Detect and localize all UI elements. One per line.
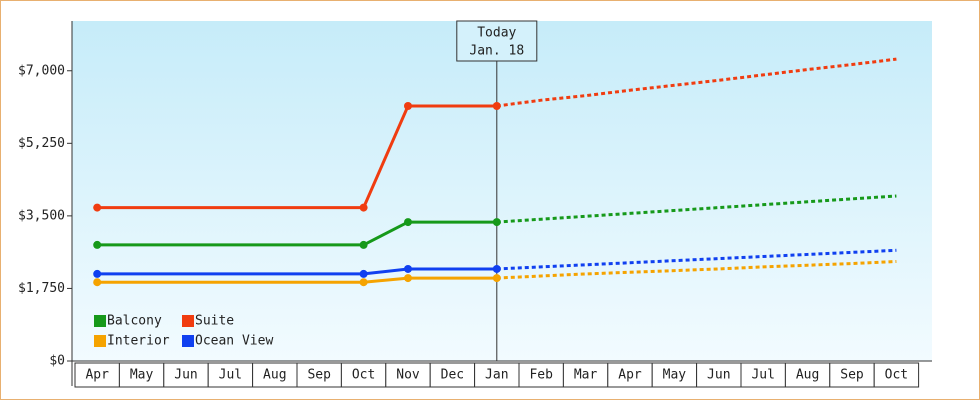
x-tick-label: Apr — [618, 368, 642, 383]
today-box — [456, 20, 538, 62]
y-tick-label: $3,500 — [18, 208, 65, 223]
legend-swatch — [94, 315, 106, 327]
price-point — [404, 264, 412, 273]
x-tick-label: Jul — [751, 368, 774, 383]
plot-area — [72, 21, 932, 361]
month-box — [429, 362, 476, 388]
month-box — [873, 362, 920, 388]
x-tick-label: Oct — [885, 368, 908, 383]
price-point — [93, 278, 102, 287]
x-tick-label: Jul — [219, 368, 242, 383]
price-line — [97, 104, 497, 210]
x-tick-label: Jun — [174, 368, 197, 383]
price-point — [359, 269, 368, 278]
price-point — [359, 240, 368, 249]
month-box — [118, 362, 165, 388]
today-label: Jan. 18 — [469, 44, 524, 59]
x-tick-label: Aug — [796, 368, 819, 383]
price-line — [97, 267, 497, 276]
price-point — [359, 203, 368, 212]
legend-label: Ocean View — [195, 334, 273, 349]
price-point — [93, 269, 102, 278]
legend-label: Balcony — [107, 314, 162, 329]
y-tick-label: $5,250 — [18, 136, 65, 151]
y-tick-label: $0 — [49, 354, 65, 369]
x-tick-label: Jun — [707, 368, 730, 383]
legend-swatch — [182, 335, 194, 347]
price-line — [97, 276, 497, 284]
today-label: Today — [477, 26, 516, 41]
x-tick-label: Sep — [840, 368, 864, 383]
price-point — [492, 102, 501, 110]
month-box — [784, 362, 831, 388]
x-tick-label: Dec — [441, 368, 464, 383]
price-point — [404, 218, 412, 227]
x-tick-label: May — [663, 368, 687, 383]
x-tick-label: Jan — [485, 368, 508, 383]
legend-swatch — [94, 335, 106, 347]
projection-line — [496, 248, 897, 271]
month-box — [607, 362, 653, 388]
month-box — [163, 362, 209, 388]
projection-line — [496, 259, 897, 280]
projection-line — [496, 194, 897, 224]
x-tick-label: Sep — [307, 368, 331, 383]
legend-label: Suite — [195, 314, 234, 329]
month-box — [74, 362, 120, 388]
price-point — [359, 278, 368, 287]
price-point — [492, 264, 501, 273]
x-tick-label: Aug — [263, 368, 286, 383]
legend-label: Interior — [107, 334, 170, 349]
price-point — [93, 203, 102, 212]
x-tick-label: Nov — [396, 368, 420, 383]
price-point — [492, 274, 501, 283]
month-box — [252, 362, 298, 388]
x-tick-label: Apr — [85, 368, 109, 383]
y-tick-label: $7,000 — [18, 63, 65, 78]
price-point — [492, 218, 501, 227]
price-point — [404, 274, 412, 283]
month-box — [296, 362, 342, 388]
x-tick-label: May — [130, 368, 154, 383]
x-tick-label: Mar — [574, 368, 598, 383]
y-tick-label: $1,750 — [18, 281, 65, 296]
x-tick-label: Oct — [352, 368, 375, 383]
x-tick-label: Feb — [529, 368, 553, 383]
month-box — [651, 362, 698, 388]
price-point — [93, 240, 102, 249]
legend-swatch — [182, 315, 194, 327]
price-line — [97, 220, 497, 247]
month-box — [207, 362, 254, 388]
month-box — [740, 362, 786, 388]
price-point — [404, 102, 412, 110]
month-box — [518, 362, 564, 388]
